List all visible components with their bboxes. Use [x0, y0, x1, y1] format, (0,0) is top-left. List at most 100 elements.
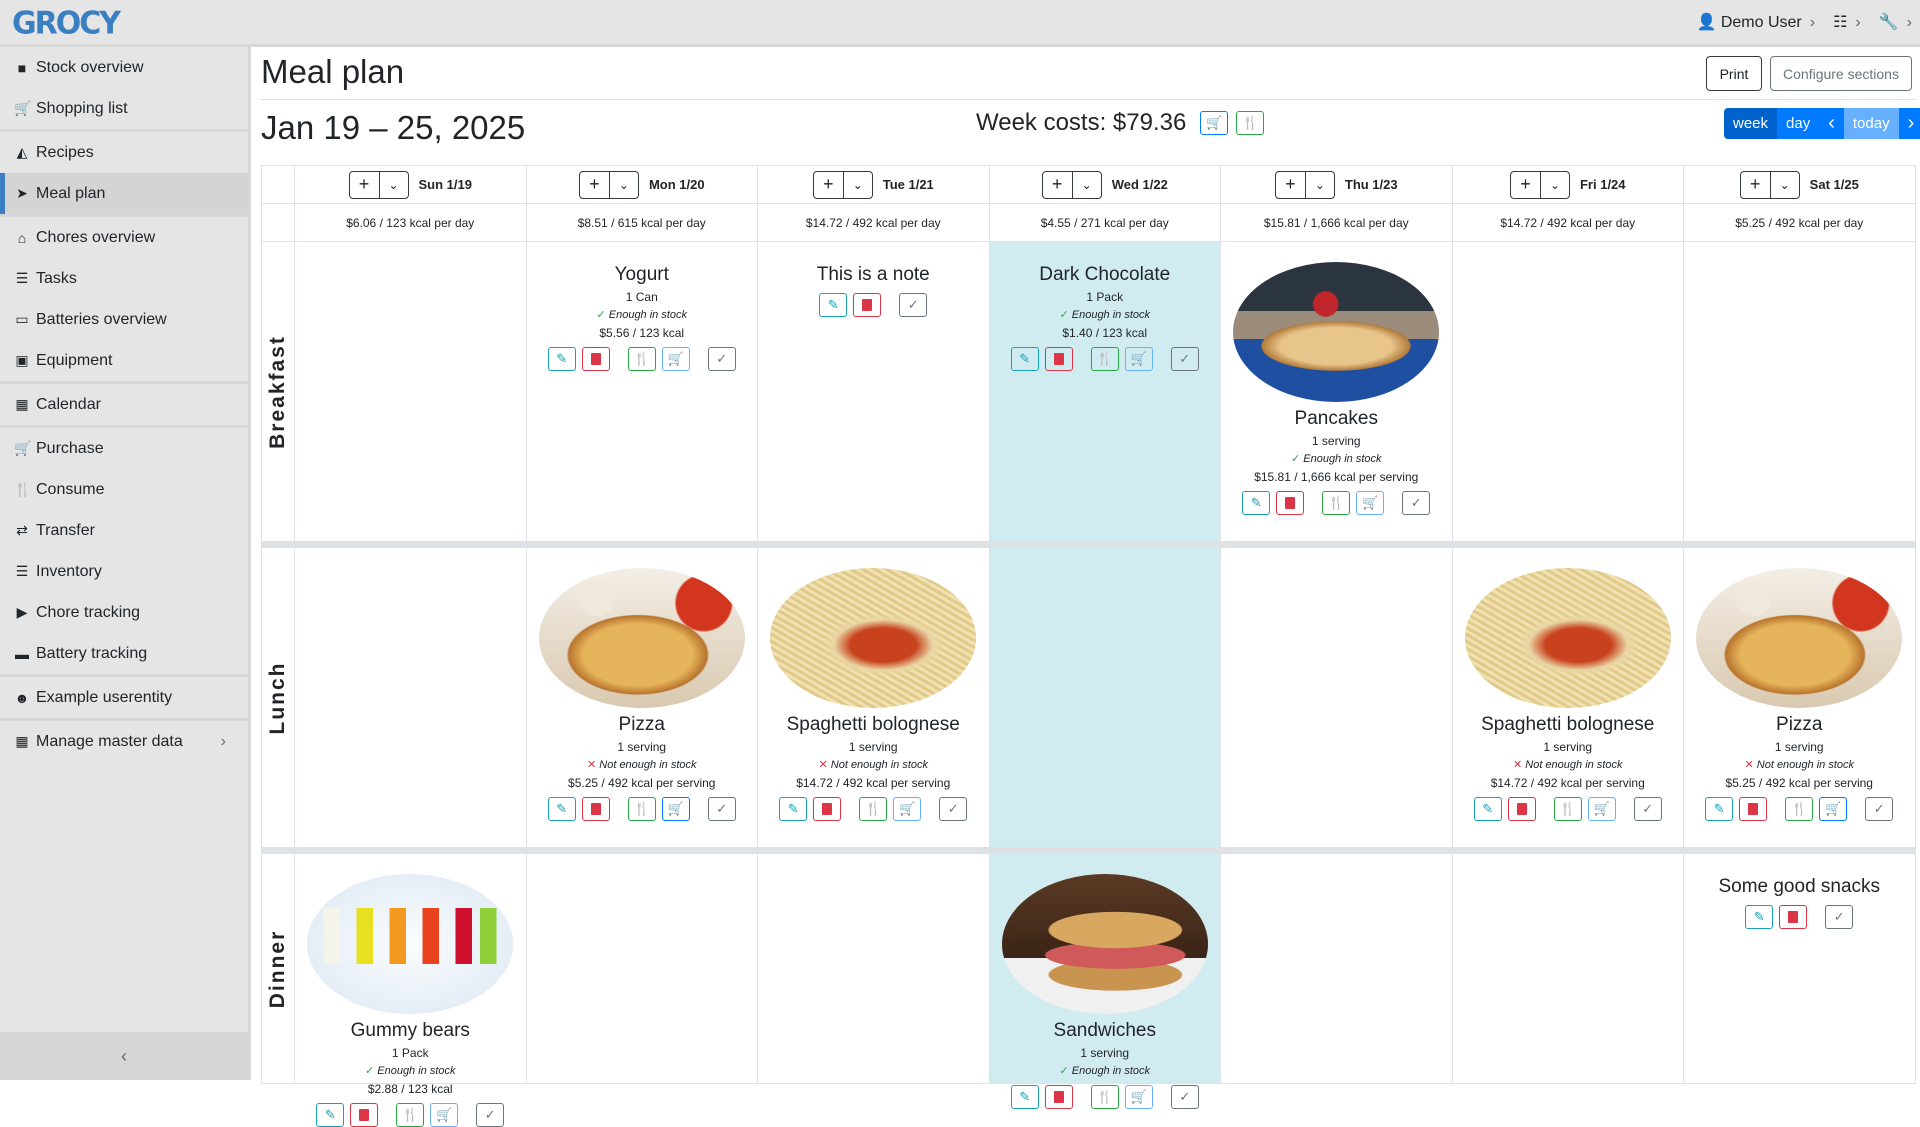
- add-meal-button[interactable]: +: [1520, 174, 1531, 194]
- consume-button[interactable]: 🍴: [627, 347, 656, 371]
- sidebar-item-manage-master-data[interactable]: ▦ Manage master data ›: [0, 721, 248, 762]
- spaghetti-photo[interactable]: [1464, 568, 1671, 708]
- previous-week-button[interactable]: ‹: [1819, 108, 1844, 139]
- meal-title[interactable]: Pancakes: [1294, 408, 1378, 429]
- mark-done-button[interactable]: ✓: [1633, 797, 1662, 821]
- delete-button[interactable]: [581, 347, 610, 371]
- sidebar-item-purchase[interactable]: 🛒 Purchase: [0, 428, 248, 469]
- edit-button[interactable]: ✎: [1473, 797, 1502, 821]
- sidebar-item-battery-tracking[interactable]: ▬ Battery tracking: [0, 633, 248, 674]
- sidebar-item-batteries-overview[interactable]: ▭ Batteries overview: [0, 299, 248, 340]
- mark-done-button[interactable]: ✓: [1170, 1085, 1199, 1109]
- consume-button[interactable]: 🍴: [1090, 347, 1119, 371]
- add-meal-dropdown-toggle[interactable]: ⌄: [842, 171, 872, 198]
- edit-button[interactable]: ✎: [547, 797, 576, 821]
- add-meal-button[interactable]: +: [1051, 174, 1063, 194]
- add-to-shopping-list-button[interactable]: 🛒: [1356, 491, 1385, 515]
- add-to-shopping-list-button[interactable]: 🛒: [661, 797, 690, 821]
- sidebar-item-tasks[interactable]: ☰ Tasks: [0, 258, 248, 299]
- delete-button[interactable]: [350, 1103, 379, 1127]
- sandwich-photo[interactable]: [1001, 874, 1208, 1014]
- add-meal-button[interactable]: +: [589, 174, 600, 194]
- mark-done-button[interactable]: ✓: [476, 1103, 505, 1127]
- sidebar-item-equipment[interactable]: ▣ Equipment: [0, 340, 248, 381]
- meal-title[interactable]: Pizza: [1776, 714, 1823, 735]
- mark-done-button[interactable]: ✓: [939, 797, 968, 821]
- next-week-button[interactable]: ›: [1898, 108, 1920, 139]
- add-to-shopping-list-button[interactable]: 🛒: [893, 797, 922, 821]
- add-meal-button[interactable]: +: [1285, 174, 1296, 194]
- add-meal-button[interactable]: +: [1749, 174, 1761, 194]
- grocy-logo[interactable]: GROCY: [12, 5, 121, 42]
- meal-title[interactable]: Pizza: [618, 714, 665, 735]
- add-meal-dropdown-toggle[interactable]: ⌄: [1769, 171, 1799, 198]
- meal-title[interactable]: Yogurt: [614, 264, 669, 285]
- delete-button[interactable]: [1044, 1085, 1073, 1109]
- sidebar-item-meal-plan[interactable]: ➤ Meal plan: [0, 173, 248, 214]
- consume-button[interactable]: 🍴: [627, 797, 656, 821]
- consume-button[interactable]: 🍴: [1322, 491, 1351, 515]
- sidebar-item-chores-overview[interactable]: ⌂ Chores overview: [0, 217, 248, 258]
- settings-menu[interactable]: ☷ ›: [1833, 12, 1861, 32]
- edit-button[interactable]: ✎: [1705, 797, 1734, 821]
- week-view-button[interactable]: week: [1724, 108, 1778, 139]
- mark-done-button[interactable]: ✓: [1865, 797, 1894, 821]
- add-meal-dropdown-toggle[interactable]: ⌄: [1304, 171, 1334, 198]
- sidebar-item-calendar[interactable]: ▦ Calendar: [0, 384, 248, 425]
- delete-button[interactable]: [1739, 797, 1768, 821]
- sidebar-item-shopping-list[interactable]: 🛒 Shopping list: [0, 88, 248, 129]
- add-to-shopping-list-button[interactable]: 🛒: [1124, 347, 1153, 371]
- edit-button[interactable]: ✎: [1010, 347, 1039, 371]
- meal-title[interactable]: Spaghetti bolognese: [1481, 714, 1655, 735]
- pizza-photo[interactable]: [538, 568, 745, 708]
- edit-button[interactable]: ✎: [1745, 905, 1774, 929]
- edit-button[interactable]: ✎: [779, 797, 808, 821]
- mark-done-button[interactable]: ✓: [1170, 347, 1199, 371]
- delete-button[interactable]: [813, 797, 842, 821]
- spaghetti-photo[interactable]: [770, 568, 977, 708]
- edit-button[interactable]: ✎: [1242, 491, 1271, 515]
- sidebar-item-example-userentity[interactable]: ☻ Example userentity: [0, 677, 248, 718]
- add-to-shopping-list-button[interactable]: 🛒: [430, 1103, 459, 1127]
- add-to-shopping-list-button[interactable]: 🛒: [1819, 797, 1848, 821]
- tools-menu[interactable]: 🔧 ›: [1879, 12, 1912, 32]
- consume-button[interactable]: 🍴: [1090, 1085, 1119, 1109]
- sidebar-item-consume[interactable]: 🍴 Consume: [0, 469, 248, 510]
- sidebar-item-transfer[interactable]: ⇄ Transfer: [0, 510, 248, 551]
- add-week-to-shopping-list-button[interactable]: 🛒: [1200, 111, 1229, 135]
- consume-button[interactable]: 🍴: [859, 797, 888, 821]
- gummy-bears-photo[interactable]: [307, 874, 514, 1014]
- meal-title[interactable]: Sandwiches: [1053, 1020, 1156, 1041]
- sidebar-item-recipes[interactable]: ◭ Recipes: [0, 132, 248, 173]
- delete-button[interactable]: [853, 293, 882, 317]
- add-to-shopping-list-button[interactable]: 🛒: [1124, 1085, 1153, 1109]
- add-meal-button[interactable]: +: [358, 174, 370, 194]
- add-meal-button[interactable]: +: [822, 174, 834, 194]
- delete-button[interactable]: [1044, 347, 1073, 371]
- add-meal-dropdown-toggle[interactable]: ⌄: [378, 171, 408, 198]
- meal-title[interactable]: Gummy bears: [350, 1020, 470, 1041]
- pizza-photo[interactable]: [1696, 568, 1903, 708]
- sidebar-item-stock-overview[interactable]: ■ Stock overview: [0, 47, 248, 88]
- day-view-button[interactable]: day: [1777, 108, 1820, 139]
- pancakes-photo[interactable]: [1233, 262, 1440, 402]
- consume-button[interactable]: 🍴: [396, 1103, 425, 1127]
- meal-title[interactable]: Spaghetti bolognese: [786, 714, 960, 735]
- edit-button[interactable]: ✎: [547, 347, 576, 371]
- add-to-shopping-list-button[interactable]: 🛒: [661, 347, 690, 371]
- delete-button[interactable]: [581, 797, 610, 821]
- mark-done-button[interactable]: ✓: [707, 797, 736, 821]
- mark-done-button[interactable]: ✓: [1825, 905, 1854, 929]
- add-to-shopping-list-button[interactable]: 🛒: [1587, 797, 1616, 821]
- consume-week-button[interactable]: 🍴: [1236, 111, 1265, 135]
- delete-button[interactable]: [1276, 491, 1305, 515]
- delete-button[interactable]: [1507, 797, 1536, 821]
- print-button[interactable]: Print: [1706, 56, 1762, 91]
- add-meal-dropdown-toggle[interactable]: ⌄: [1539, 171, 1569, 198]
- edit-button[interactable]: ✎: [819, 293, 848, 317]
- consume-button[interactable]: 🍴: [1785, 797, 1814, 821]
- add-meal-dropdown-toggle[interactable]: ⌄: [1071, 171, 1101, 198]
- sidebar-item-inventory[interactable]: ☰ Inventory: [0, 551, 248, 592]
- mark-done-button[interactable]: ✓: [1402, 491, 1431, 515]
- meal-title[interactable]: Dark Chocolate: [1039, 264, 1171, 285]
